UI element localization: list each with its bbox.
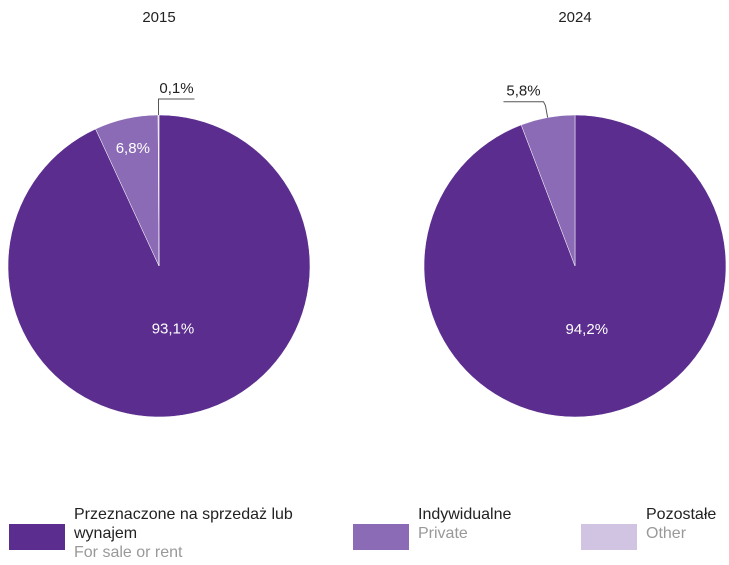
legend-sublabel: Private bbox=[418, 525, 468, 542]
legend-sublabel: Other bbox=[646, 525, 687, 542]
legend-label: Pozostałe bbox=[646, 506, 717, 523]
chart: 2015 93,1% 6,8% 0,1% 2024 94,2% 5,8% bbox=[7, 9, 727, 418]
legend-swatch bbox=[581, 524, 637, 550]
leader-line bbox=[503, 101, 549, 118]
leader-line bbox=[157, 98, 195, 116]
pie-title: 2024 bbox=[558, 9, 591, 26]
pie-slice bbox=[157, 114, 160, 267]
legend-item: Przeznaczone na sprzedaż lub wynajem For … bbox=[9, 505, 302, 562]
legend-text: Przeznaczone na sprzedaż lub wynajem For … bbox=[74, 505, 302, 562]
legend-swatch bbox=[9, 524, 65, 550]
legend-label: Indywidualne bbox=[418, 506, 512, 523]
legend-sublabel: For sale or rent bbox=[74, 544, 183, 561]
legend-item: Indywidualne Private bbox=[353, 505, 511, 550]
legend-swatch bbox=[353, 524, 409, 550]
legend-label: Przeznaczone na sprzedaż lub wynajem bbox=[74, 506, 293, 542]
slice-label: 94,2% bbox=[566, 321, 609, 338]
pie-title: 2015 bbox=[142, 9, 175, 26]
slice-label: 93,1% bbox=[152, 320, 195, 337]
legend-text: Pozostałe Other bbox=[646, 505, 716, 543]
slice-label: 5,8% bbox=[506, 83, 540, 100]
legend-text: Indywidualne Private bbox=[418, 505, 511, 543]
slice-label: 0,1% bbox=[159, 80, 193, 97]
legend-item: Pozostałe Other bbox=[581, 505, 716, 550]
slice-label: 6,8% bbox=[116, 140, 150, 157]
